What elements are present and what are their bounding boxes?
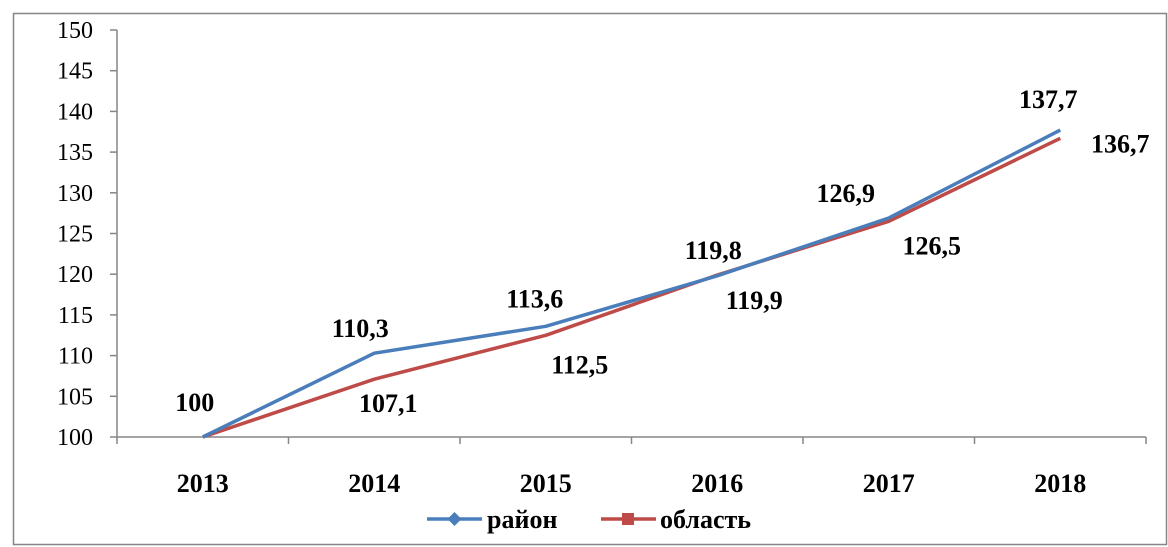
data-label-1-4: 126,5 xyxy=(903,231,962,260)
y-tick-label: 105 xyxy=(57,384,93,410)
legend-marker-square-icon xyxy=(622,513,634,525)
chart-border xyxy=(12,12,1168,546)
y-tick-label: 115 xyxy=(58,303,93,329)
y-tick-label: 135 xyxy=(57,140,93,166)
y-tick-label: 120 xyxy=(57,262,93,288)
data-label-1-1: 107,1 xyxy=(359,389,418,418)
data-label-0-2: 113,6 xyxy=(506,284,563,313)
data-label-0-3: 119,8 xyxy=(685,236,742,265)
legend-label-1: область xyxy=(660,505,751,534)
data-label-1-2: 112,5 xyxy=(551,350,608,379)
y-tick-label: 130 xyxy=(57,181,93,207)
series-line-0 xyxy=(202,128,1062,439)
x-tick-label: 2014 xyxy=(348,469,400,498)
y-tick-label: 140 xyxy=(57,99,93,125)
legend: район область xyxy=(427,505,751,534)
legend-marker-diamond-icon xyxy=(447,512,462,526)
data-label-0-1: 110,3 xyxy=(332,314,389,343)
data-labels: 100 110,3 113,6 119,8 126,9 137,7 107,1 112,5 11… xyxy=(175,85,1149,418)
data-label-1-5: 136,7 xyxy=(1091,129,1150,158)
legend-label-0: район xyxy=(487,505,557,534)
x-tick-label: 2013 xyxy=(177,469,229,498)
series-lines xyxy=(202,128,1062,439)
data-label-0-0: 100 xyxy=(175,388,214,417)
x-tick-label: 2015 xyxy=(520,469,572,498)
data-label-0-4: 126,9 xyxy=(817,179,876,208)
y-tick-label: 125 xyxy=(57,222,93,248)
x-tick-label: 2018 xyxy=(1034,469,1086,498)
data-label-1-3: 119,9 xyxy=(726,286,783,315)
y-tick-label: 110 xyxy=(58,344,93,370)
y-tick-label: 100 xyxy=(57,425,93,451)
y-tick-label: 145 xyxy=(57,59,93,85)
x-axis-ticks: 2013 2014 2015 2016 2017 2018 xyxy=(116,437,1147,498)
data-label-0-5: 137,7 xyxy=(1019,85,1078,114)
y-tick-label: 150 xyxy=(57,18,93,44)
y-axis-ticks: 100 105 110 115 120 125 130 135 140 145 150 xyxy=(57,18,117,451)
x-tick-label: 2017 xyxy=(863,469,915,498)
x-tick-label: 2016 xyxy=(691,469,743,498)
series-line-1 xyxy=(202,136,1062,439)
